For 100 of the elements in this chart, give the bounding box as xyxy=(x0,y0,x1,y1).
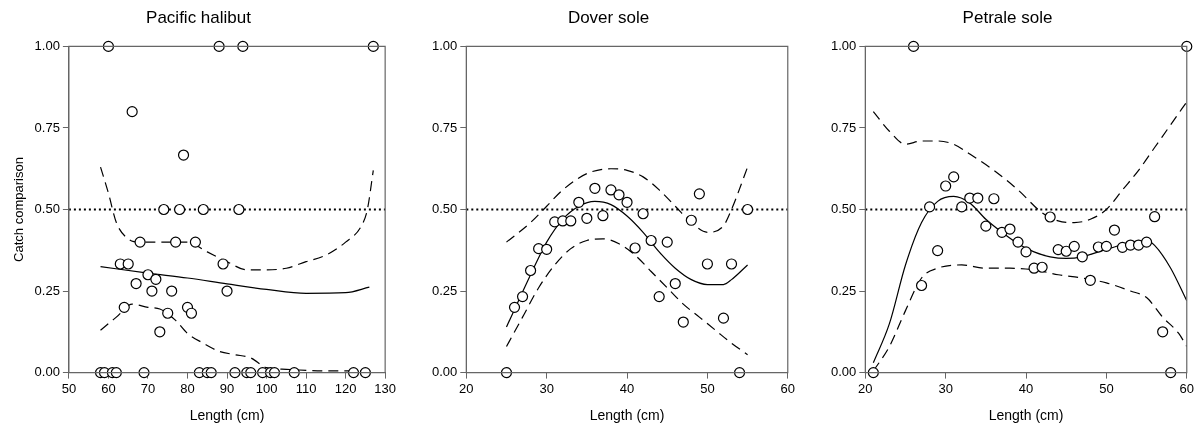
point xyxy=(1100,240,1112,252)
x-tick-label: 20 xyxy=(858,380,873,396)
point xyxy=(213,40,225,52)
point xyxy=(1044,211,1056,223)
point xyxy=(605,184,617,196)
point xyxy=(158,203,170,216)
point xyxy=(725,258,738,270)
x-tick-label: 50 xyxy=(61,380,77,396)
point xyxy=(669,277,681,290)
x-tick-label: 110 xyxy=(295,380,317,396)
point xyxy=(645,234,657,247)
x-tick-label: 120 xyxy=(334,380,357,396)
chart-title: Petrale sole xyxy=(962,7,1053,27)
point xyxy=(516,291,529,303)
x-tick-label: 50 xyxy=(1099,380,1114,396)
x-tick-label: 60 xyxy=(101,380,116,396)
point xyxy=(581,212,593,224)
point xyxy=(597,210,609,222)
point xyxy=(1084,274,1096,286)
x-tick-label: 40 xyxy=(619,380,635,396)
x-tick-label: 90 xyxy=(219,380,235,396)
y-tick-label: 0.00 xyxy=(830,364,857,380)
y-tick-label: 0.25 xyxy=(431,282,458,298)
x-tick-label: 100 xyxy=(255,380,278,396)
point xyxy=(980,220,992,232)
point xyxy=(102,40,115,52)
point xyxy=(268,367,281,379)
point xyxy=(221,285,233,297)
line-series xyxy=(505,238,749,356)
y-tick-label: 0.75 xyxy=(830,119,857,135)
point xyxy=(237,40,249,52)
point xyxy=(1060,245,1072,257)
point xyxy=(733,367,746,379)
y-tick-label: 0.25 xyxy=(830,282,857,298)
point xyxy=(197,203,209,216)
point xyxy=(693,188,705,200)
x-tick-label: 30 xyxy=(539,380,554,396)
point xyxy=(162,307,174,319)
point xyxy=(972,192,984,204)
x-tick-label: 60 xyxy=(780,380,795,396)
x-axis-title: Length (cm) xyxy=(189,407,265,424)
point xyxy=(146,285,158,297)
point xyxy=(1108,224,1121,236)
y-tick-label: 0.25 xyxy=(34,282,60,298)
x-tick-label: 80 xyxy=(180,380,195,396)
x-tick-label: 70 xyxy=(140,380,156,396)
point xyxy=(173,203,186,216)
point xyxy=(1012,236,1024,248)
point xyxy=(565,215,577,227)
point xyxy=(573,196,585,208)
point xyxy=(685,214,697,226)
line-series xyxy=(99,166,374,271)
y-tick-label: 1.00 xyxy=(830,37,857,53)
point xyxy=(1181,40,1193,52)
point xyxy=(1004,223,1016,235)
point xyxy=(245,367,257,379)
point xyxy=(867,367,879,379)
point xyxy=(525,264,537,277)
point xyxy=(166,285,178,297)
y-tick-label: 0.50 xyxy=(34,201,60,217)
point xyxy=(541,243,553,255)
point xyxy=(677,316,689,328)
point xyxy=(150,273,162,285)
point xyxy=(924,201,936,213)
x-tick-label: 40 xyxy=(1018,380,1034,396)
point xyxy=(130,277,142,290)
point xyxy=(1165,367,1177,379)
point xyxy=(1068,240,1080,252)
point xyxy=(589,182,601,194)
point xyxy=(621,196,633,208)
point xyxy=(154,326,166,338)
y-tick-label: 0.75 xyxy=(34,119,60,135)
y-tick-label: 1.00 xyxy=(34,37,60,53)
y-tick-label: 0.50 xyxy=(431,201,458,217)
point xyxy=(1157,326,1169,338)
point xyxy=(1140,236,1153,248)
point xyxy=(907,40,920,52)
point xyxy=(288,367,300,379)
point xyxy=(118,301,130,313)
y-axis-title: Catch comparison xyxy=(11,157,27,262)
point xyxy=(717,312,730,324)
point xyxy=(661,236,673,248)
chart-title: Pacific halibut xyxy=(146,7,252,27)
point xyxy=(1076,251,1088,263)
point xyxy=(988,193,1000,205)
point xyxy=(170,236,182,248)
y-tick-label: 0.50 xyxy=(830,201,857,217)
point xyxy=(1036,261,1048,273)
x-axis-title: Length (cm) xyxy=(589,407,665,424)
point xyxy=(701,258,713,270)
point xyxy=(177,149,190,161)
point xyxy=(653,291,665,303)
point xyxy=(1020,246,1032,258)
point xyxy=(205,367,217,379)
point xyxy=(110,367,122,379)
point xyxy=(126,106,138,118)
point xyxy=(359,367,371,379)
point xyxy=(122,258,134,270)
x-tick-label: 50 xyxy=(700,380,715,396)
y-tick-label: 0.00 xyxy=(34,364,60,380)
